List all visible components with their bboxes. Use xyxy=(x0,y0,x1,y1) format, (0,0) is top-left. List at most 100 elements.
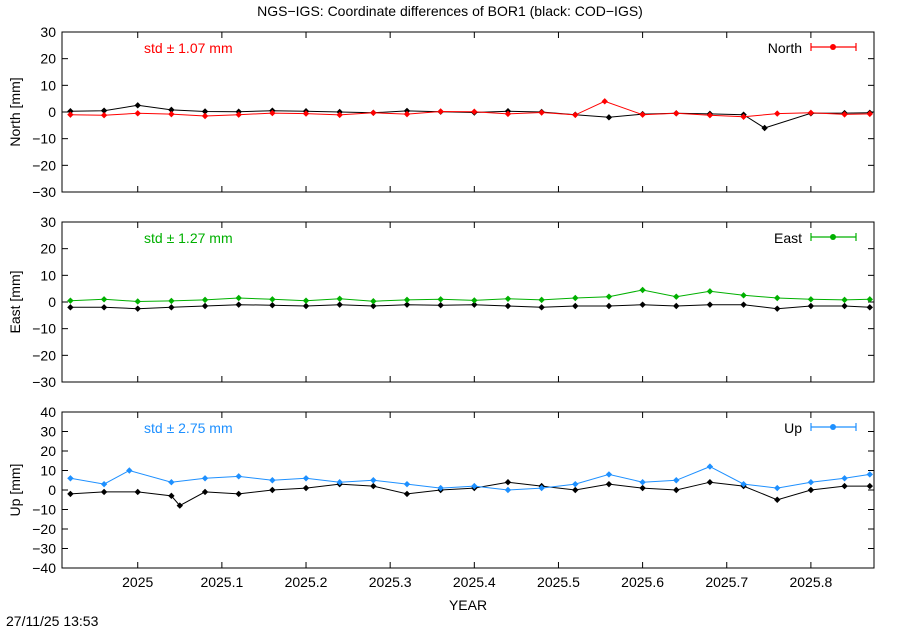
data-point xyxy=(235,301,242,308)
data-point xyxy=(370,302,377,310)
data-point xyxy=(740,301,747,308)
y-tick-label: 10 xyxy=(40,77,56,93)
y-tick-label: 20 xyxy=(40,51,56,67)
data-point xyxy=(168,304,175,311)
data-point xyxy=(336,295,343,302)
data-point xyxy=(471,301,478,308)
data-point xyxy=(201,302,209,310)
x-tick-label: 2025.6 xyxy=(621,574,664,590)
x-tick-label: 2025.3 xyxy=(369,574,412,590)
data-point xyxy=(673,486,680,494)
data-point xyxy=(302,110,310,117)
data-point xyxy=(67,108,74,115)
data-point xyxy=(168,297,175,305)
data-point xyxy=(168,479,175,486)
data-point xyxy=(706,288,714,295)
data-point xyxy=(504,295,512,302)
data-point xyxy=(841,302,848,310)
data-point xyxy=(269,486,276,494)
data-point xyxy=(403,110,411,118)
y-tick-label: −20 xyxy=(32,157,56,173)
data-point xyxy=(176,502,184,509)
data-point xyxy=(201,108,209,115)
y-tick-label: −20 xyxy=(32,347,56,363)
data-point xyxy=(807,302,815,310)
legend-label: Up xyxy=(784,420,802,436)
data-point xyxy=(168,492,175,500)
data-point xyxy=(100,480,108,488)
data-point xyxy=(134,298,141,305)
data-point xyxy=(235,473,242,480)
panel-east: 30 20 10 0 −10 −20 −30 East [mm] std ± 1.27 mm Ea… xyxy=(7,214,875,390)
data-point xyxy=(67,475,74,482)
data-point xyxy=(201,475,209,482)
data-point xyxy=(866,471,873,478)
x-axis-label: YEAR xyxy=(449,597,487,613)
data-point xyxy=(740,480,747,488)
data-point xyxy=(302,484,310,492)
x-tick-label: 2025.7 xyxy=(705,574,748,590)
y-tick-label: −20 xyxy=(32,521,56,537)
y-tick-label: 30 xyxy=(40,424,56,440)
data-point xyxy=(807,296,815,303)
legend-label: East xyxy=(774,230,802,246)
data-point xyxy=(639,301,646,308)
data-point xyxy=(100,296,108,303)
data-point xyxy=(134,488,141,496)
data-point xyxy=(572,111,579,119)
y-axis-label: Up [mm] xyxy=(7,464,23,517)
data-point xyxy=(866,110,873,118)
y-tick-label: −10 xyxy=(32,502,56,518)
data-point xyxy=(841,475,848,482)
data-point xyxy=(370,298,377,305)
data-point xyxy=(639,286,646,294)
legend-marker xyxy=(830,234,836,240)
data-point xyxy=(126,467,133,474)
std-label: std ± 1.27 mm xyxy=(144,230,233,246)
y-tick-label: −40 xyxy=(32,560,56,576)
y-tick-label: 30 xyxy=(40,24,56,40)
x-tick-label: 2025.5 xyxy=(537,574,580,590)
data-point xyxy=(504,302,512,310)
data-point xyxy=(235,294,242,302)
data-point xyxy=(572,294,579,302)
data-point xyxy=(471,482,478,490)
data-point xyxy=(168,106,175,114)
data-point xyxy=(639,479,646,486)
y-tick-label: 40 xyxy=(40,404,56,420)
data-point xyxy=(673,477,680,484)
data-point xyxy=(866,482,873,490)
data-point xyxy=(336,301,343,308)
data-point xyxy=(269,477,276,484)
data-point xyxy=(336,111,343,119)
series-line xyxy=(70,100,870,118)
y-tick-label: 0 xyxy=(48,104,56,120)
data-point xyxy=(841,482,848,490)
data-point xyxy=(841,296,848,304)
data-point xyxy=(605,480,613,488)
data-point xyxy=(504,486,512,494)
panel-north: 30 20 10 0 −10 −20 −30 North [mm] std ± 1.07 mm N… xyxy=(7,24,875,200)
y-tick-label: −30 xyxy=(32,184,56,200)
x-tick-label: 2025 xyxy=(122,574,153,590)
data-point xyxy=(67,304,74,311)
data-point xyxy=(100,488,108,496)
data-point xyxy=(605,471,613,478)
x-tick-label: 2025.8 xyxy=(789,574,832,590)
data-point xyxy=(774,496,781,503)
data-point xyxy=(706,479,714,486)
data-point xyxy=(761,124,768,132)
std-label: std ± 1.07 mm xyxy=(144,40,233,56)
data-point xyxy=(572,480,579,488)
y-tick-label: 20 xyxy=(40,443,56,459)
x-tick-label: 2025.1 xyxy=(200,574,243,590)
y-tick-label: 10 xyxy=(40,463,56,479)
legend-label: North xyxy=(768,40,802,56)
legend-marker xyxy=(830,424,836,430)
data-point xyxy=(673,293,680,300)
data-point xyxy=(538,109,545,116)
data-point xyxy=(437,302,444,309)
data-point xyxy=(673,302,680,310)
data-point xyxy=(100,107,108,114)
